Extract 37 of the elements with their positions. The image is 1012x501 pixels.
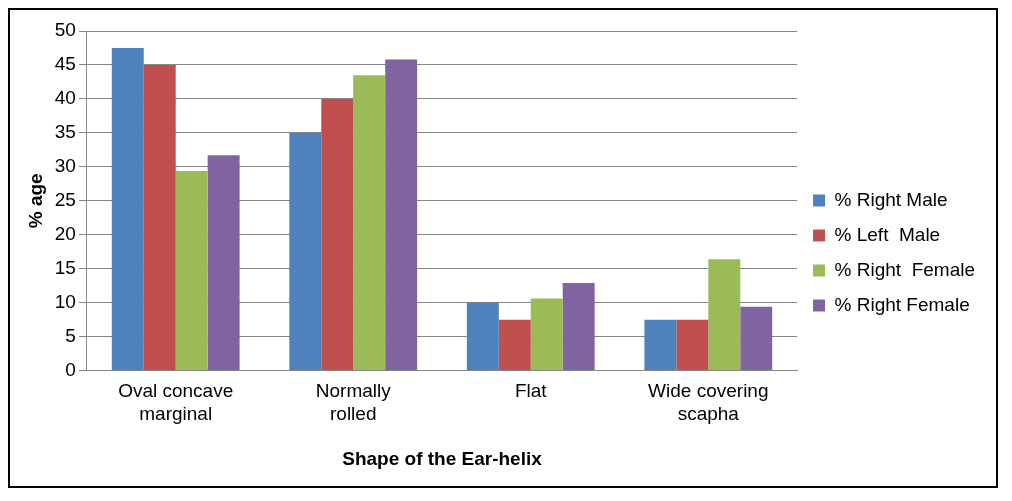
x-tick-label: Wide covering scapha bbox=[648, 380, 769, 425]
bar bbox=[289, 132, 322, 371]
bar bbox=[676, 319, 709, 371]
x-tick-label: Normally rolled bbox=[315, 380, 392, 425]
legend-label: % Right Female bbox=[834, 293, 970, 315]
y-tick-label: 25 bbox=[54, 189, 76, 211]
y-tick-label: 40 bbox=[54, 87, 76, 109]
bar bbox=[143, 64, 176, 371]
bar bbox=[562, 282, 595, 371]
y-tick-label: 50 bbox=[54, 19, 76, 41]
bar bbox=[466, 302, 499, 371]
bar bbox=[353, 75, 386, 371]
bar bbox=[740, 306, 773, 371]
bar bbox=[207, 155, 240, 371]
bar bbox=[321, 98, 354, 371]
legend-label: % Right Female bbox=[834, 258, 976, 280]
y-tick-label: 15 bbox=[54, 256, 76, 278]
y-tick-label: 20 bbox=[54, 222, 76, 244]
bar bbox=[385, 59, 418, 371]
x-axis-title: Shape of the Ear-helix bbox=[342, 447, 543, 469]
y-tick-label: 10 bbox=[54, 290, 76, 312]
y-tick-label: 30 bbox=[54, 155, 76, 177]
legend-label: % Right Male bbox=[834, 188, 948, 210]
y-tick-label: 45 bbox=[54, 53, 76, 75]
legend-label: % Left Male bbox=[834, 223, 941, 245]
y-tick-label: 0 bbox=[65, 358, 76, 380]
x-tick-label: Oval concave marginal bbox=[118, 380, 234, 425]
bar bbox=[530, 298, 563, 371]
bar bbox=[175, 170, 208, 371]
bar bbox=[498, 319, 531, 371]
y-tick-label: 35 bbox=[54, 121, 76, 143]
y-axis-title: % age bbox=[24, 173, 46, 229]
bar bbox=[708, 259, 741, 371]
y-tick-label: 5 bbox=[65, 324, 76, 346]
bar bbox=[644, 319, 677, 371]
bar bbox=[111, 47, 144, 371]
x-tick-label: Flat bbox=[514, 380, 548, 402]
